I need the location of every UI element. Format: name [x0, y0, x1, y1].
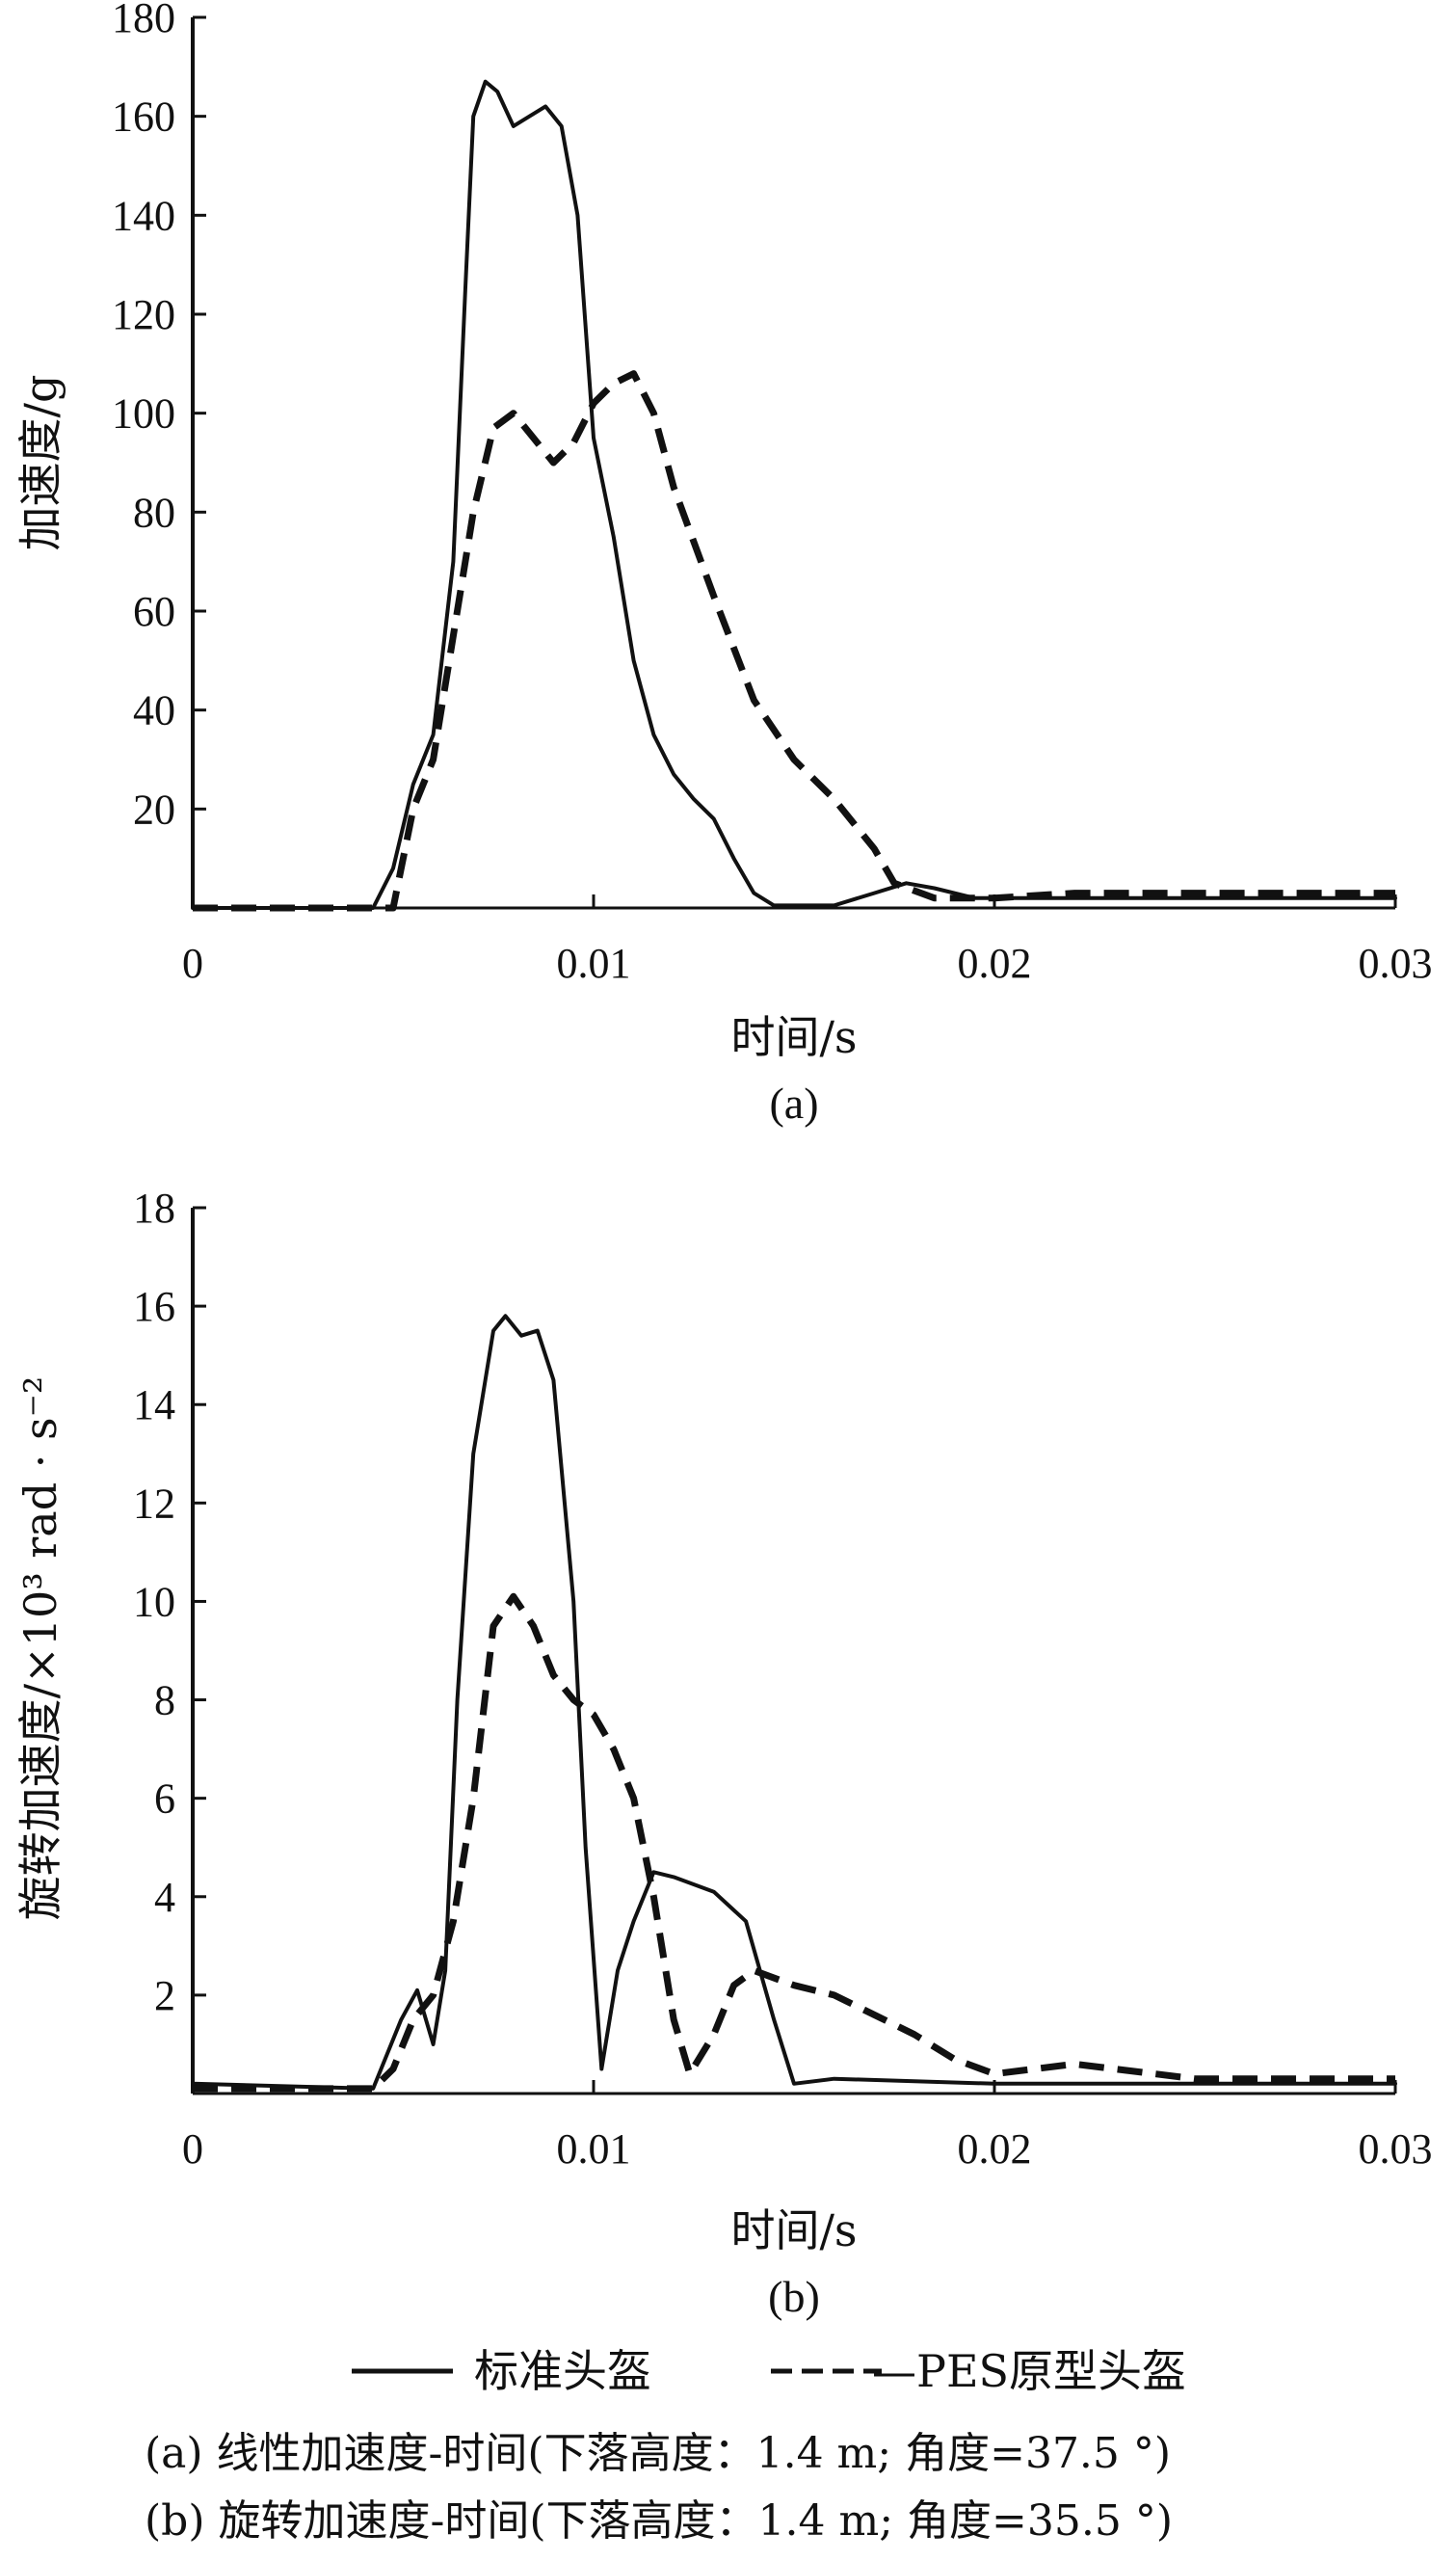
chart-a-panel-label: (a)	[769, 1079, 818, 1128]
chart-a-x-tick-label: 0.03	[1359, 940, 1433, 987]
chart-b-y-tick-label: 12	[133, 1480, 175, 1527]
chart-a-x-tick-label: 0.01	[557, 940, 631, 987]
chart-b-y-tick-label: 18	[133, 1185, 175, 1232]
chart-b-panel-label: (b)	[768, 2272, 820, 2321]
chart-b-x-tick-label: 0.02	[958, 2125, 1032, 2173]
chart-b-y-tick-label: 4	[154, 1874, 175, 1921]
chart-b-x-tick-label: 0	[182, 2125, 203, 2173]
chart-a-ticks: 20 40 60 80 100 120 140 160 180 0 0.01 0.02 0.03	[112, 0, 1433, 987]
chart-a-y-tick-label: 180	[112, 0, 175, 41]
chart-a-y-tick-label: 100	[112, 390, 175, 438]
chart-a-y-tick-label: 160	[112, 93, 175, 141]
chart-a-y-tick-label: 20	[133, 786, 175, 833]
chart-a-x-tick-label: 0.02	[958, 940, 1032, 987]
chart-b-ylabel: 旋转加速度/×10³ rad · s⁻²	[14, 1376, 66, 1921]
chart-b-y-tick-label: 8	[154, 1677, 175, 1724]
chart-b-series	[191, 1314, 1397, 2093]
chart-a-y-tick-label: 120	[112, 291, 175, 338]
chart-b-y-tick-label: 14	[133, 1381, 175, 1428]
legend-entry-pes: —PES原型头盔	[872, 2345, 1186, 2397]
chart-b-series-pes	[193, 1592, 1395, 2093]
chart-a-y-tick-label: 140	[112, 192, 175, 239]
chart-b-ticks: 2 4 6 8 10 12 14 16 18 0 0.01 0.02 0.03	[133, 1185, 1433, 2173]
chart-a-y-tick-label: 60	[133, 588, 175, 635]
chart-b-xlabel: 时间/s	[730, 2204, 857, 2256]
chart-b-y-tick-label: 2	[154, 1972, 175, 2019]
chart-b-x-tick-label: 0.01	[557, 2125, 631, 2173]
chart-b-series-standard	[191, 1314, 1397, 2091]
chart-a-x-tick-label: 0	[182, 940, 203, 987]
chart-b-y-tick-label: 6	[154, 1775, 175, 1823]
chart-b-x-tick-label: 0.03	[1359, 2125, 1433, 2173]
chart-a-series	[191, 79, 1397, 912]
chart-a-series-standard	[191, 79, 1397, 910]
chart-a-xlabel: 时间/s	[730, 1011, 857, 1063]
chart-b-y-tick-label: 16	[133, 1283, 175, 1330]
chart-a-y-tick-label: 80	[133, 489, 175, 536]
legend: 标准头盔 —PES原型头盔	[352, 2345, 1186, 2397]
chart-panel-a: 20 40 60 80 100 120 140 160 180 0 0.01 0.02 0.03 时间/…	[14, 0, 1433, 1128]
caption-b: (b) 旋转加速度-时间(下落高度：1.4 m; 角度=35.5 °)	[145, 2496, 1173, 2546]
caption-a: (a) 线性加速度-时间(下落高度：1.4 m; 角度=37.5 °)	[145, 2429, 1171, 2478]
chart-b-y-tick-label: 10	[133, 1578, 175, 1625]
legend-entry-standard: 标准头盔	[474, 2345, 651, 2397]
chart-panel-b: 2 4 6 8 10 12 14 16 18 0 0.01 0.02 0.03 时间/s (b) 旋转加…	[14, 1185, 1433, 2321]
chart-a-series-pes	[193, 370, 1395, 912]
chart-a-ylabel: 加速度/g	[14, 375, 66, 551]
chart-a-y-tick-label: 40	[133, 687, 175, 734]
